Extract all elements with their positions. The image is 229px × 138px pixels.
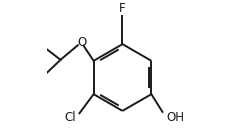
Text: F: F <box>119 2 125 15</box>
Text: OH: OH <box>165 111 183 124</box>
Text: Cl: Cl <box>64 111 76 124</box>
Text: O: O <box>77 36 86 49</box>
